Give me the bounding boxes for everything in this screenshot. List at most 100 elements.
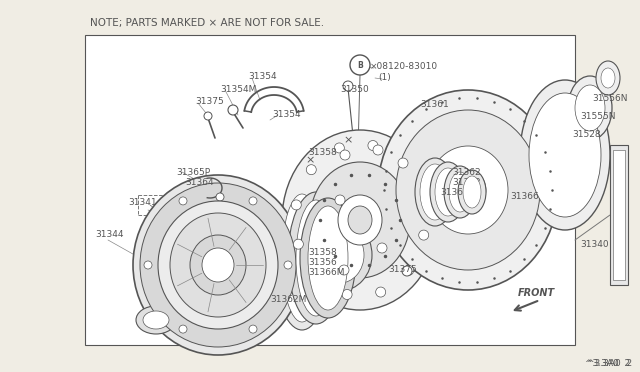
Ellipse shape <box>575 85 605 131</box>
Text: 31375: 31375 <box>195 97 224 106</box>
Text: 31344: 31344 <box>95 230 124 239</box>
Text: 31362: 31362 <box>452 178 481 187</box>
Ellipse shape <box>204 112 212 120</box>
Bar <box>610 145 628 285</box>
Ellipse shape <box>601 68 615 88</box>
Ellipse shape <box>300 198 356 318</box>
Text: 31354M: 31354M <box>220 85 257 94</box>
Text: NOTE; PARTS MARKED × ARE NOT FOR SALE.: NOTE; PARTS MARKED × ARE NOT FOR SALE. <box>90 18 324 28</box>
Ellipse shape <box>529 93 601 217</box>
Ellipse shape <box>216 193 224 201</box>
Ellipse shape <box>520 80 610 230</box>
Ellipse shape <box>420 164 450 220</box>
Ellipse shape <box>398 158 408 168</box>
Ellipse shape <box>293 239 303 249</box>
Ellipse shape <box>340 150 350 160</box>
Ellipse shape <box>404 265 413 275</box>
Text: 31556N: 31556N <box>592 94 627 103</box>
Ellipse shape <box>249 197 257 205</box>
Ellipse shape <box>596 61 620 95</box>
Ellipse shape <box>202 248 234 282</box>
Ellipse shape <box>308 219 372 291</box>
Ellipse shape <box>335 195 345 205</box>
Text: 31356: 31356 <box>308 258 337 267</box>
Text: 31555N: 31555N <box>580 112 616 121</box>
Ellipse shape <box>291 200 301 210</box>
Ellipse shape <box>378 90 558 290</box>
Text: 31350: 31350 <box>340 85 369 94</box>
Ellipse shape <box>282 130 438 310</box>
Ellipse shape <box>338 195 382 245</box>
Text: 31341: 31341 <box>128 198 157 207</box>
Text: 31364: 31364 <box>185 178 214 187</box>
Ellipse shape <box>179 325 187 333</box>
Text: ×: × <box>343 135 353 145</box>
Ellipse shape <box>282 194 322 322</box>
Ellipse shape <box>307 165 316 175</box>
Text: (1): (1) <box>378 73 391 82</box>
Ellipse shape <box>343 81 353 91</box>
Text: 31528: 31528 <box>572 130 600 139</box>
Ellipse shape <box>415 158 455 226</box>
Ellipse shape <box>144 261 152 269</box>
Ellipse shape <box>449 172 471 212</box>
Ellipse shape <box>419 230 429 240</box>
Bar <box>613 150 625 280</box>
Text: 31366M: 31366M <box>308 268 344 277</box>
Ellipse shape <box>143 311 169 329</box>
Ellipse shape <box>179 197 187 205</box>
Ellipse shape <box>228 105 238 115</box>
Ellipse shape <box>316 227 364 283</box>
Ellipse shape <box>190 235 246 295</box>
Text: 31361: 31361 <box>440 188 468 197</box>
Text: 31354: 31354 <box>272 110 301 119</box>
Text: B: B <box>357 61 363 70</box>
Ellipse shape <box>435 168 461 216</box>
Ellipse shape <box>377 243 387 253</box>
Text: 31354: 31354 <box>248 72 276 81</box>
Ellipse shape <box>284 261 292 269</box>
Ellipse shape <box>428 146 508 234</box>
Ellipse shape <box>136 306 176 334</box>
Text: 31362M: 31362M <box>270 295 307 304</box>
Ellipse shape <box>310 162 410 278</box>
Text: 31358: 31358 <box>308 248 337 257</box>
Ellipse shape <box>376 287 386 297</box>
Text: ×08120-83010: ×08120-83010 <box>370 62 438 71</box>
Ellipse shape <box>170 213 266 317</box>
Ellipse shape <box>402 266 412 276</box>
Text: 31361: 31361 <box>420 100 449 109</box>
Bar <box>85 35 575 345</box>
Text: ^3.3A0  2: ^3.3A0 2 <box>587 359 632 368</box>
Ellipse shape <box>274 186 330 330</box>
Text: 31375: 31375 <box>388 265 417 274</box>
Ellipse shape <box>350 55 370 75</box>
Ellipse shape <box>308 206 348 310</box>
Ellipse shape <box>430 162 466 222</box>
Text: 31366: 31366 <box>510 192 539 201</box>
Ellipse shape <box>312 272 322 282</box>
Text: ^3.3A0  2: ^3.3A0 2 <box>585 359 630 368</box>
Ellipse shape <box>140 183 296 347</box>
Ellipse shape <box>296 200 336 316</box>
Ellipse shape <box>133 175 303 355</box>
Ellipse shape <box>417 191 427 201</box>
Ellipse shape <box>396 110 540 270</box>
Text: 31358: 31358 <box>308 148 337 157</box>
Ellipse shape <box>444 166 476 218</box>
Ellipse shape <box>368 141 378 151</box>
Ellipse shape <box>458 170 486 214</box>
Ellipse shape <box>158 201 278 329</box>
Ellipse shape <box>568 76 612 140</box>
Text: FRONT: FRONT <box>518 288 555 298</box>
Text: ×: × <box>305 155 315 165</box>
Text: 31362: 31362 <box>452 168 481 177</box>
Ellipse shape <box>249 325 257 333</box>
Text: 31365P: 31365P <box>176 168 210 177</box>
Ellipse shape <box>288 192 344 324</box>
Ellipse shape <box>339 265 349 275</box>
Ellipse shape <box>342 289 352 299</box>
Text: 31340: 31340 <box>580 240 609 249</box>
Ellipse shape <box>373 145 383 155</box>
Ellipse shape <box>334 143 344 153</box>
